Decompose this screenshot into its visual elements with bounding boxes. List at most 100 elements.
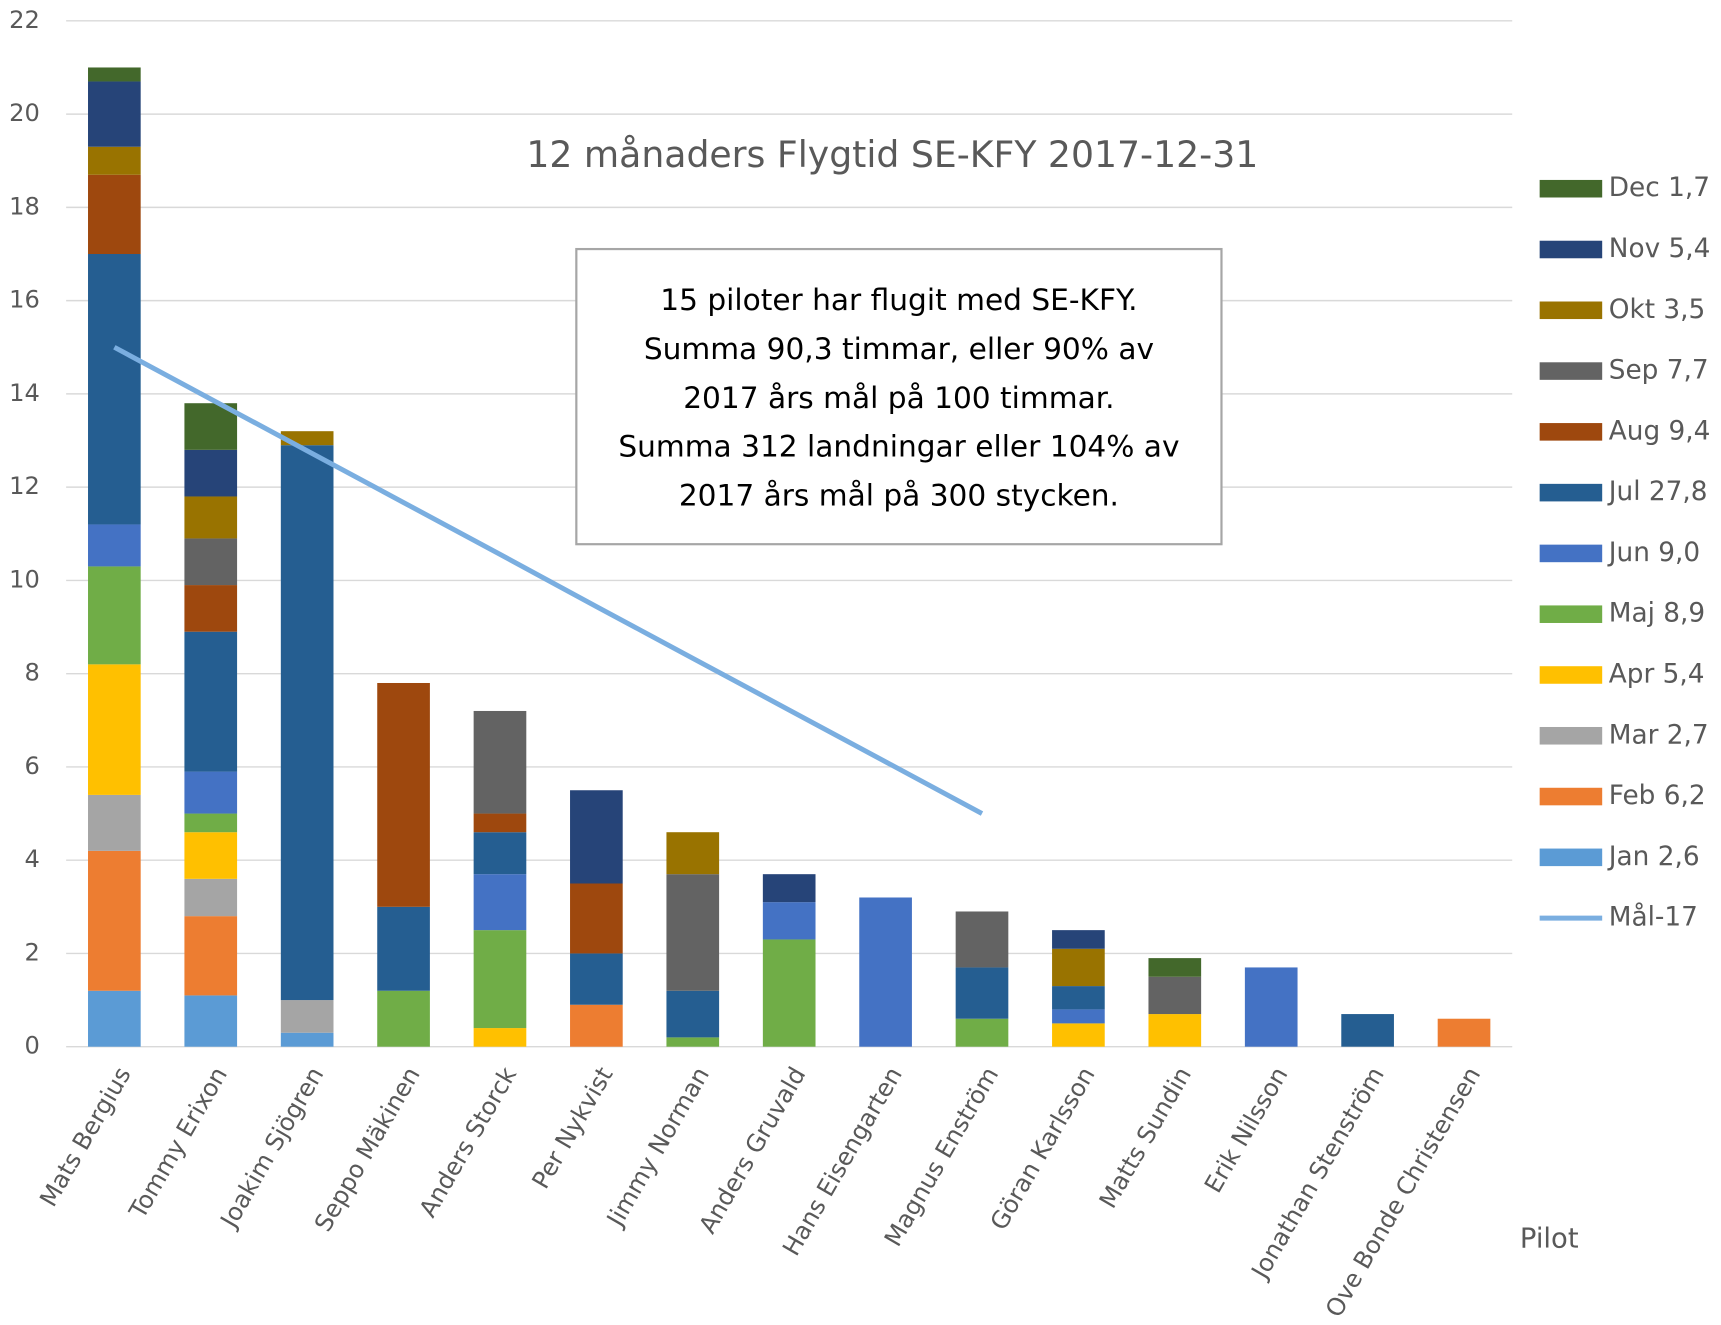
bar-segment — [666, 874, 720, 991]
bar-segment — [184, 813, 238, 833]
legend-label: Jun 9,0 — [1607, 538, 1700, 568]
bar-segment — [184, 995, 238, 1047]
legend-label: Aug 9,4 — [1609, 416, 1711, 446]
x-tick-label: Erik Nilsson — [1199, 1062, 1293, 1197]
bar-segment — [1244, 967, 1298, 1047]
bar-segment — [184, 878, 238, 917]
legend-swatch — [1539, 726, 1603, 745]
legend-label: Okt 3,5 — [1609, 295, 1706, 325]
y-tick-label: 10 — [9, 565, 40, 593]
bar-segment — [570, 1004, 623, 1047]
legend-swatch — [1539, 605, 1603, 623]
bar-segment — [377, 906, 430, 991]
bar-segment — [184, 449, 238, 497]
bar-segment — [1437, 1018, 1491, 1047]
legend-label: Apr 5,4 — [1609, 659, 1705, 689]
bar-segment — [184, 631, 238, 772]
x-tick-label: Göran Karlsson — [985, 1062, 1101, 1235]
bar-segment — [473, 930, 527, 1029]
legend-label: Dec 1,7 — [1609, 173, 1710, 203]
legend-label: Sep 7,7 — [1609, 356, 1709, 386]
bar-segment — [184, 585, 238, 632]
y-tick-label: 6 — [24, 752, 39, 780]
x-tick-label: Anders Gruvald — [694, 1062, 812, 1238]
bar-segment — [666, 832, 720, 875]
bar-segment — [88, 664, 141, 795]
y-tick-label: 0 — [24, 1032, 39, 1060]
y-tick-label: 22 — [9, 6, 40, 34]
chart-title: 12 månaders Flygtid SE-KFY 2017-12-31 — [526, 133, 1258, 176]
y-tick-label: 14 — [9, 379, 40, 407]
bar-segment — [88, 990, 141, 1047]
bar-segment — [570, 790, 623, 884]
x-tick-label: Tommy Erixon — [123, 1062, 233, 1224]
legend-swatch — [1539, 362, 1603, 380]
annotation-box — [575, 247, 1223, 546]
legend-label: Jul 27,8 — [1607, 477, 1708, 507]
bar-segment — [666, 1037, 720, 1047]
bar-segment — [184, 832, 238, 879]
bar-segment — [88, 850, 141, 991]
bar-segment — [1341, 1014, 1394, 1047]
bar-segment — [184, 916, 238, 996]
bar-segment — [280, 445, 334, 1001]
legend-swatch — [1539, 240, 1603, 259]
bar-segment — [184, 538, 238, 586]
y-tick-label: 20 — [9, 99, 40, 127]
bar-segment — [88, 174, 141, 254]
x-tick-label: Joakim Sjögren — [214, 1062, 329, 1234]
bar-segment — [88, 81, 141, 147]
bar-segment — [1052, 986, 1105, 1010]
bar-segment — [955, 1018, 1009, 1047]
bar-segment — [88, 566, 141, 665]
legend-swatch — [1539, 544, 1603, 563]
bar-segment — [955, 967, 1009, 1019]
annotation-line: Summa 312 landningar eller 104% av — [618, 430, 1179, 464]
bar-segment — [666, 990, 720, 1038]
bar-segment — [88, 253, 141, 525]
legend-swatch — [1539, 483, 1603, 502]
legend-swatch — [1539, 848, 1603, 867]
x-tick-label: Per Nykvist — [527, 1062, 619, 1193]
legend-swatch — [1539, 423, 1603, 441]
annotation-line: 2017 års mål på 100 timmar. — [683, 381, 1114, 415]
bar-segment — [88, 794, 141, 851]
y-tick-label: 4 — [24, 845, 39, 873]
bar-segment — [88, 146, 141, 175]
x-tick-label: Matts Sundin — [1094, 1062, 1197, 1213]
bar-segment — [859, 897, 912, 1047]
bar-segment — [473, 1028, 527, 1047]
bar-segment — [184, 771, 238, 814]
bar-segment — [1052, 930, 1105, 949]
bar-segment — [473, 813, 527, 833]
annotation-line: 15 piloter har flugit med SE-KFY. — [660, 283, 1137, 317]
x-tick-label: Anders Storck — [414, 1062, 522, 1222]
legend-label: Feb 6,2 — [1609, 781, 1706, 811]
y-tick-label: 18 — [9, 192, 40, 220]
bar-segment — [570, 953, 623, 1005]
legend-label: Jan 2,6 — [1607, 842, 1700, 872]
bar-segment — [88, 524, 141, 567]
legend-label: Maj 8,9 — [1609, 599, 1705, 629]
bar-segment — [280, 1032, 334, 1047]
y-tick-label: 2 — [24, 938, 39, 966]
target-line — [113, 345, 984, 816]
bar-segment — [280, 1000, 334, 1033]
x-tick-label: Seppo Mäkinen — [309, 1062, 426, 1236]
bar-segment — [1148, 1014, 1202, 1047]
bar-segment — [955, 911, 1009, 968]
legend-swatch — [1539, 666, 1603, 684]
bar-segment — [88, 67, 141, 82]
bar-segment — [762, 902, 816, 940]
legend-label: Mar 2,7 — [1609, 720, 1709, 750]
bar-segment — [762, 874, 816, 903]
annotation-line: 2017 års mål på 300 stycken. — [679, 479, 1119, 513]
y-tick-label: 16 — [9, 286, 40, 314]
x-axis-label: Pilot — [1520, 1223, 1579, 1254]
bar-segment — [1052, 1009, 1105, 1024]
bar-segment — [473, 832, 527, 875]
bar-segment — [1052, 1023, 1105, 1047]
annotation-line: Summa 90,3 timmar, eller 90% av — [644, 332, 1154, 366]
